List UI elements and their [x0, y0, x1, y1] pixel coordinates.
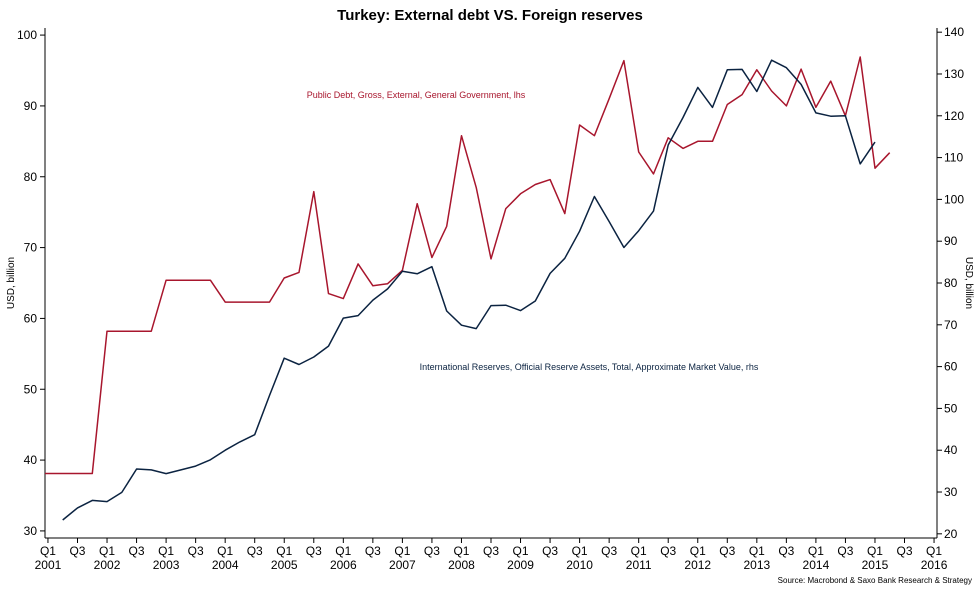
left-axis-label: USD, billion	[6, 257, 17, 309]
x-year-label: 2013	[743, 558, 770, 572]
left-tick-label: 60	[24, 311, 38, 325]
x-year-label: 2015	[862, 558, 889, 572]
x-year-label: 2011	[626, 558, 652, 572]
right-tick-label: 140	[944, 25, 964, 39]
x-quarter-label: Q3	[247, 544, 263, 558]
x-quarter-label: Q3	[483, 544, 499, 558]
x-quarter-label: Q3	[660, 544, 676, 558]
x-quarter-label: Q3	[69, 544, 85, 558]
x-year-label: 2010	[566, 558, 593, 572]
source-note: Source: Macrobond & Saxo Bank Research &…	[778, 576, 972, 585]
x-quarter-label: Q1	[867, 544, 883, 558]
x-quarter-label: Q3	[542, 544, 558, 558]
x-quarter-label: Q3	[778, 544, 794, 558]
x-year-label: 2016	[921, 558, 948, 572]
x-quarter-label: Q1	[572, 544, 588, 558]
x-year-label: 2009	[507, 558, 534, 572]
x-quarter-label: Q3	[424, 544, 440, 558]
right-axis-ticks: 20 30 40 50 60 70 80 90 100 110 120 130 140	[937, 25, 964, 541]
x-year-label: 2007	[389, 558, 416, 572]
x-year-label: 2005	[271, 558, 298, 572]
x-quarter-label: Q3	[719, 544, 735, 558]
right-tick-label: 50	[944, 401, 958, 415]
x-quarter-label: Q1	[513, 544, 529, 558]
left-axis-ticks: 30 40 50 60 70 80 90 100	[17, 28, 45, 538]
x-quarter-label: Q1	[394, 544, 410, 558]
left-tick-label: 40	[24, 453, 38, 467]
x-quarter-label: Q1	[749, 544, 765, 558]
x-year-label: 2008	[448, 558, 475, 572]
left-tick-label: 70	[24, 241, 38, 255]
x-year-label: 2012	[684, 558, 711, 572]
series-layer	[45, 56, 891, 521]
x-quarter-label: Q3	[365, 544, 381, 558]
left-tick-label: 30	[24, 524, 38, 538]
right-tick-label: 130	[944, 67, 964, 81]
series-line-reserves	[62, 59, 876, 521]
right-tick-label: 40	[944, 443, 958, 457]
right-tick-label: 100	[944, 192, 964, 206]
x-year-label: 2001	[35, 558, 62, 572]
x-year-label: 2014	[803, 558, 830, 572]
right-tick-label: 110	[944, 151, 963, 165]
x-quarter-label: Q1	[217, 544, 233, 558]
chart-title: Turkey: External debt VS. Foreign reserv…	[337, 7, 643, 24]
left-tick-label: 90	[24, 99, 38, 113]
right-tick-label: 20	[944, 527, 958, 541]
x-quarter-label: Q1	[453, 544, 469, 558]
series-label-public-debt: Public Debt, Gross, External, General Go…	[307, 90, 526, 100]
x-quarter-label: Q1	[631, 544, 647, 558]
right-tick-label: 70	[944, 318, 958, 332]
right-tick-label: 30	[944, 485, 958, 499]
x-quarter-label: Q3	[129, 544, 145, 558]
x-quarter-label: Q3	[897, 544, 913, 558]
series-line-public-debt	[45, 56, 891, 475]
right-tick-label: 80	[944, 276, 958, 290]
x-year-label: 2004	[212, 558, 239, 572]
x-quarter-label: Q1	[926, 544, 942, 558]
left-tick-label: 80	[24, 170, 38, 184]
x-year-label: 2006	[330, 558, 357, 572]
right-tick-label: 120	[944, 109, 964, 123]
x-quarter-label: Q1	[40, 544, 56, 558]
x-quarter-label: Q1	[276, 544, 292, 558]
x-quarter-label: Q3	[837, 544, 853, 558]
plot-frame	[44, 28, 938, 539]
x-quarter-label: Q1	[690, 544, 706, 558]
x-quarter-label: Q3	[601, 544, 617, 558]
x-quarter-label: Q3	[188, 544, 204, 558]
x-quarter-label: Q1	[158, 544, 174, 558]
series-label-reserves: International Reserves, Official Reserve…	[420, 362, 759, 372]
right-tick-label: 60	[944, 360, 958, 374]
left-tick-label: 100	[17, 28, 37, 42]
x-quarter-label: Q1	[808, 544, 824, 558]
x-axis-ticks: Q1 Q3 Q1 Q3 Q1 Q3 Q1 Q3 Q1 Q3 Q1 Q3 Q1 Q3 Q1 Q3 Q1 Q3 Q1 Q3…	[35, 538, 948, 572]
right-axis-label: USD, billion	[963, 257, 974, 309]
x-quarter-label: Q3	[306, 544, 322, 558]
x-year-label: 2003	[153, 558, 180, 572]
x-year-label: 2002	[94, 558, 121, 572]
left-tick-label: 50	[24, 382, 38, 396]
x-quarter-label: Q1	[99, 544, 115, 558]
right-tick-label: 90	[944, 234, 958, 248]
x-quarter-label: Q1	[335, 544, 351, 558]
